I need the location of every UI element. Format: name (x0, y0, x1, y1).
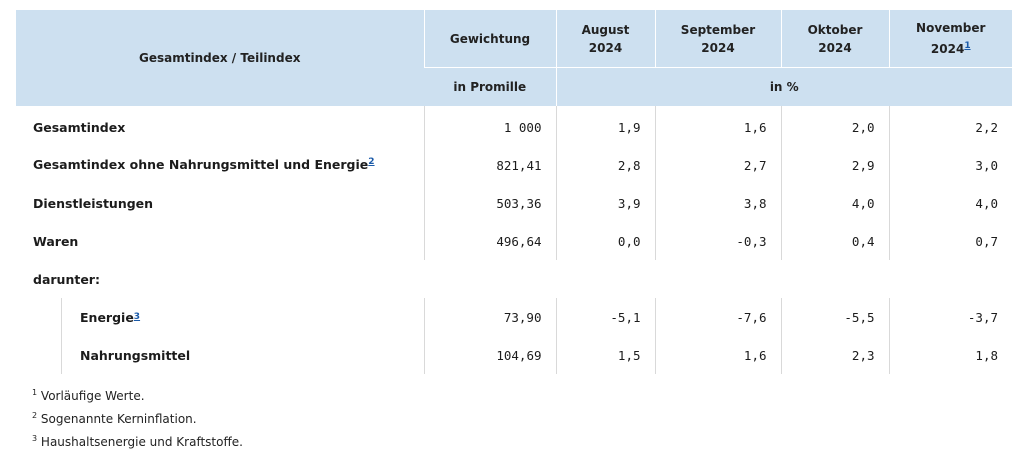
footnote-item: 3 Haushaltsenergie und Kraftstoffe. (32, 434, 243, 449)
footnote-link[interactable]: 3 (133, 312, 141, 322)
value-cell: 2,9 (780, 146, 889, 184)
footnote-link[interactable]: 2 (368, 157, 375, 168)
value-cell: 3,8 (654, 184, 781, 222)
row-label: Gesamtindex (33, 119, 126, 135)
table-row: Gesamtindex ohne Nahrungsmittel und Ener… (16, 146, 1012, 184)
row-label: darunter: (33, 271, 100, 287)
header-value-unit: in % (555, 67, 1012, 106)
weight-cell: 503,36 (423, 184, 556, 222)
value-cell: 4,0 (888, 184, 1012, 222)
value-cell: -3,7 (888, 298, 1012, 336)
weight-cell: 821,41 (423, 146, 556, 184)
table-row: Gesamtindex 1 000 1,9 1,6 2,0 2,2 (16, 106, 1012, 146)
value-cell: -5,5 (780, 298, 889, 336)
weight-cell: 1 000 (423, 106, 556, 146)
table-row: Nahrungsmittel 104,69 1,5 1,6 2,3 1,8 (16, 336, 1012, 374)
footnote-item: 2 Sogenannte Kerninflation. (32, 411, 197, 426)
value-cell: 1,8 (888, 336, 1012, 374)
value-cell: -7,6 (654, 298, 781, 336)
weight-cell: 73,90 (423, 298, 556, 336)
header-weight-unit: in Promille (424, 67, 556, 106)
header-weight: Gewichtung (423, 10, 556, 68)
value-cell: 1,6 (654, 106, 781, 146)
value-cell: -0,3 (654, 222, 781, 260)
footnotes: 1 Vorläufige Werte. 2 Sogenannte Kerninf… (32, 383, 243, 452)
value-cell: 1,5 (555, 336, 655, 374)
value-cell: 1,6 (654, 336, 781, 374)
value-cell: 2,2 (888, 106, 1012, 146)
value-cell: 4,0 (780, 184, 889, 222)
table-row: darunter: (16, 260, 1012, 298)
footnote-link[interactable]: 1 (964, 41, 971, 51)
row-label: Energie 3 (16, 298, 424, 336)
header-month: August 2024 (555, 10, 655, 68)
header-month: Oktober 2024 (780, 10, 889, 68)
row-label: Gesamtindex ohne Nahrungsmittel und Ener… (33, 157, 375, 173)
value-cell: 3,9 (555, 184, 655, 222)
value-cell: 2,7 (654, 146, 781, 184)
value-cell: 2,8 (555, 146, 655, 184)
inflation-table: Gesamtindex / Teilindex Gewichtung Augus… (16, 10, 1012, 374)
weight-cell: 104,69 (423, 336, 556, 374)
row-label: Waren (33, 233, 79, 249)
value-cell: 2,0 (780, 106, 889, 146)
value-cell: 0,4 (780, 222, 889, 260)
value-cell: 1,9 (555, 106, 655, 146)
value-cell: 0,0 (555, 222, 655, 260)
value-cell: -5,1 (555, 298, 655, 336)
table-row: Dienstleistungen 503,36 3,9 3,8 4,0 4,0 (16, 184, 1012, 222)
header-row-label: Gesamtindex / Teilindex (16, 10, 424, 106)
footnote-item: 1 Vorläufige Werte. (32, 388, 145, 403)
table-row: Energie 3 73,90 -5,1 -7,6 -5,5 -3,7 (16, 298, 1012, 336)
value-cell: 3,0 (888, 146, 1012, 184)
header-month: November 20241 (888, 10, 1012, 68)
row-label: Dienstleistungen (33, 195, 154, 211)
header-month: September 2024 (654, 10, 781, 68)
value-cell: 2,3 (780, 336, 889, 374)
table-row: Waren 496,64 0,0 -0,3 0,4 0,7 (16, 222, 1012, 260)
value-cell: 0,7 (888, 222, 1012, 260)
weight-cell: 496,64 (423, 222, 556, 260)
row-label: Nahrungsmittel (16, 336, 424, 374)
